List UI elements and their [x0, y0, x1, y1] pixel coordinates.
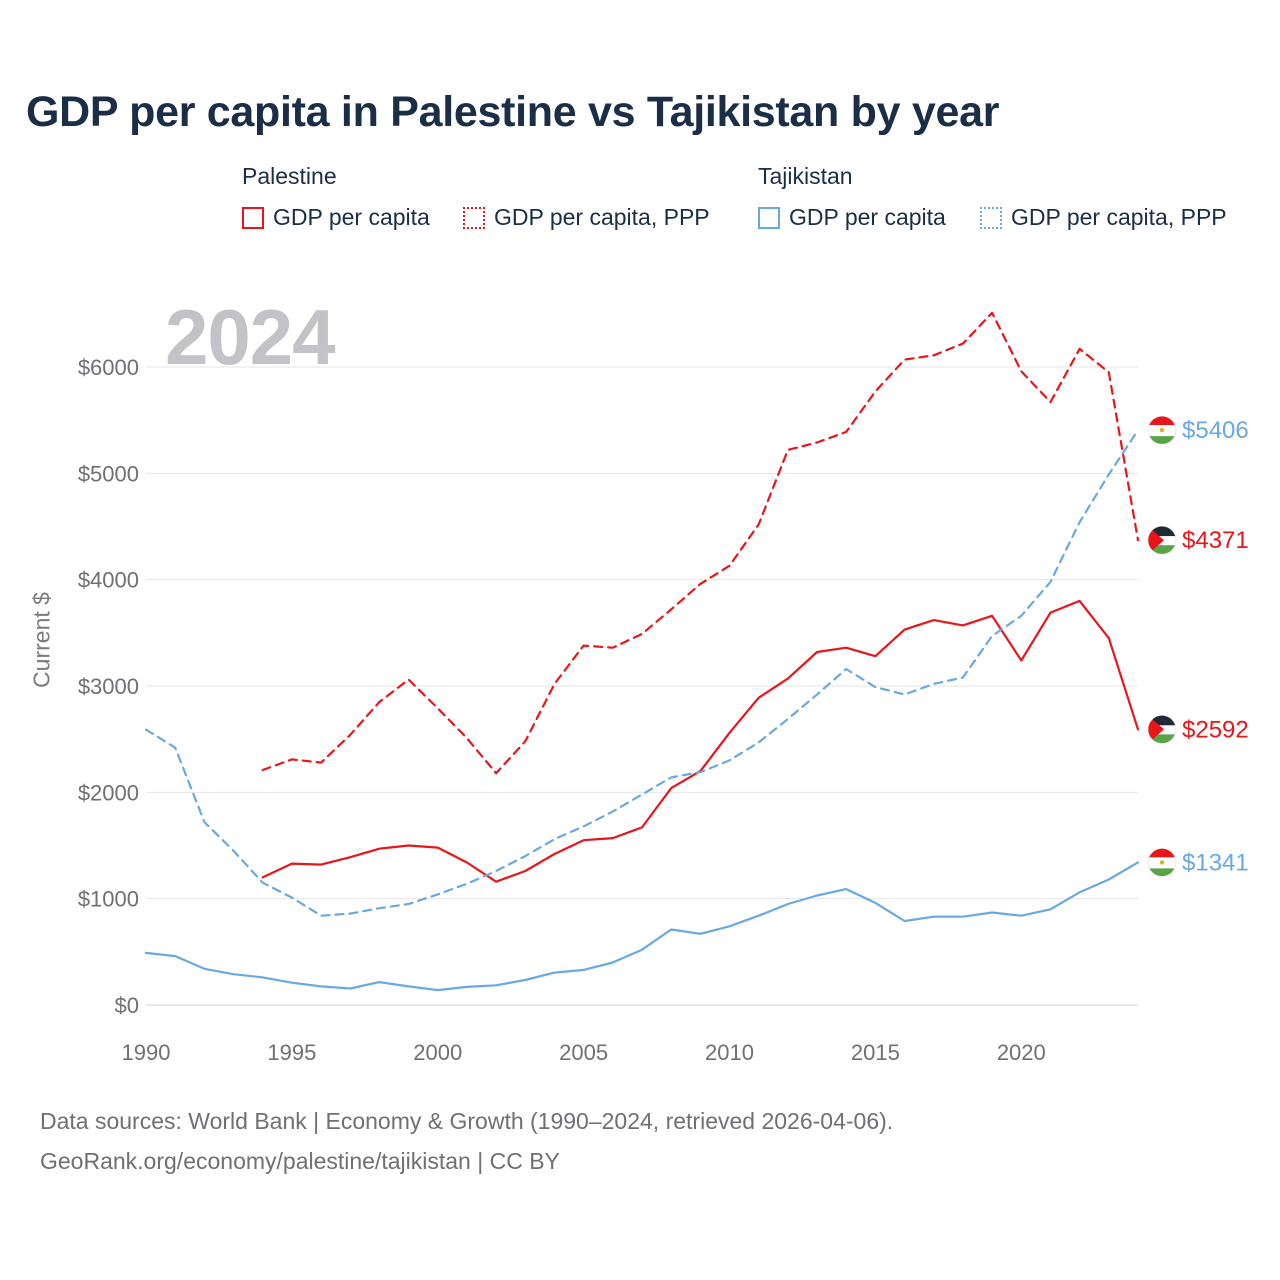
legend-item-label: GDP per capita, PPP	[494, 204, 710, 230]
palestine-flag-icon	[1147, 525, 1177, 555]
series-line-1	[261, 311, 1140, 775]
end-value-label: $1341	[1182, 849, 1249, 876]
y-tick-label: $4000	[78, 568, 139, 593]
x-tick-label: 2005	[559, 1040, 608, 1065]
series-line-0	[261, 599, 1140, 883]
legend-group-palestine: Palestine	[242, 163, 337, 189]
palestine-flag-icon	[1147, 715, 1177, 744]
legend-item-label: GDP per capita	[273, 204, 430, 230]
end-value-label: $2592	[1182, 716, 1249, 743]
legend-swatch-dotted-red	[463, 206, 485, 229]
x-tick-label: 1995	[267, 1040, 316, 1065]
series-lines	[144, 311, 1140, 992]
tajikistan-flag-icon	[1147, 848, 1177, 877]
legend-swatch-dotted-blue	[980, 206, 1002, 229]
tajikistan-flag-icon	[1147, 415, 1177, 445]
end-value-label: $5406	[1182, 417, 1249, 444]
legend-item-palestine-gdp[interactable]: GDP per capita	[242, 204, 430, 231]
grid-lines	[146, 366, 1138, 1006]
y-axis-label: Current $	[28, 592, 55, 688]
legend-item-tajikistan-gdp[interactable]: GDP per capita	[758, 204, 946, 231]
x-axis-ticks: 1990 1995 2000 2005 2010 2015 2020	[122, 1040, 1046, 1065]
legend-item-label: GDP per capita, PPP	[1011, 204, 1227, 230]
x-tick-label: 2015	[851, 1040, 900, 1065]
legend-item-tajikistan-ppp[interactable]: GDP per capita, PPP	[980, 204, 1227, 231]
legend-group-tajikistan: Tajikistan	[758, 163, 853, 189]
y-axis-ticks: $0 $1000 $2000 $3000 $4000 $5000 $6000	[78, 355, 139, 1018]
legend-item-palestine-ppp[interactable]: GDP per capita, PPP	[463, 204, 710, 231]
end-value-label: $4371	[1182, 527, 1249, 554]
y-tick-label: $2000	[78, 780, 139, 805]
x-tick-label: 2020	[997, 1040, 1046, 1065]
footer-sources: Data sources: World Bank | Economy & Gro…	[40, 1108, 894, 1134]
legend-swatch-solid-blue	[758, 206, 780, 229]
y-tick-label: $0	[115, 993, 139, 1018]
y-tick-label: $1000	[78, 887, 139, 912]
legend-swatch-solid-red	[242, 206, 264, 229]
year-overlay: 2024	[165, 293, 336, 381]
footer-attribution: GeoRank.org/economy/palestine/tajikistan…	[40, 1148, 560, 1174]
x-tick-label: 2000	[413, 1040, 462, 1065]
series-line-3	[144, 429, 1140, 917]
series-line-2	[144, 861, 1140, 992]
x-tick-label: 2010	[705, 1040, 754, 1065]
legend-item-label: GDP per capita	[789, 204, 946, 230]
series-end-labels: $2592 $4371 $1341 $5406	[1147, 415, 1249, 877]
y-tick-label: $3000	[78, 674, 139, 699]
y-tick-label: $6000	[78, 355, 139, 380]
chart-title: GDP per capita in Palestine vs Tajikista…	[26, 88, 1000, 136]
y-tick-label: $5000	[78, 461, 139, 486]
x-tick-label: 1990	[122, 1040, 171, 1065]
